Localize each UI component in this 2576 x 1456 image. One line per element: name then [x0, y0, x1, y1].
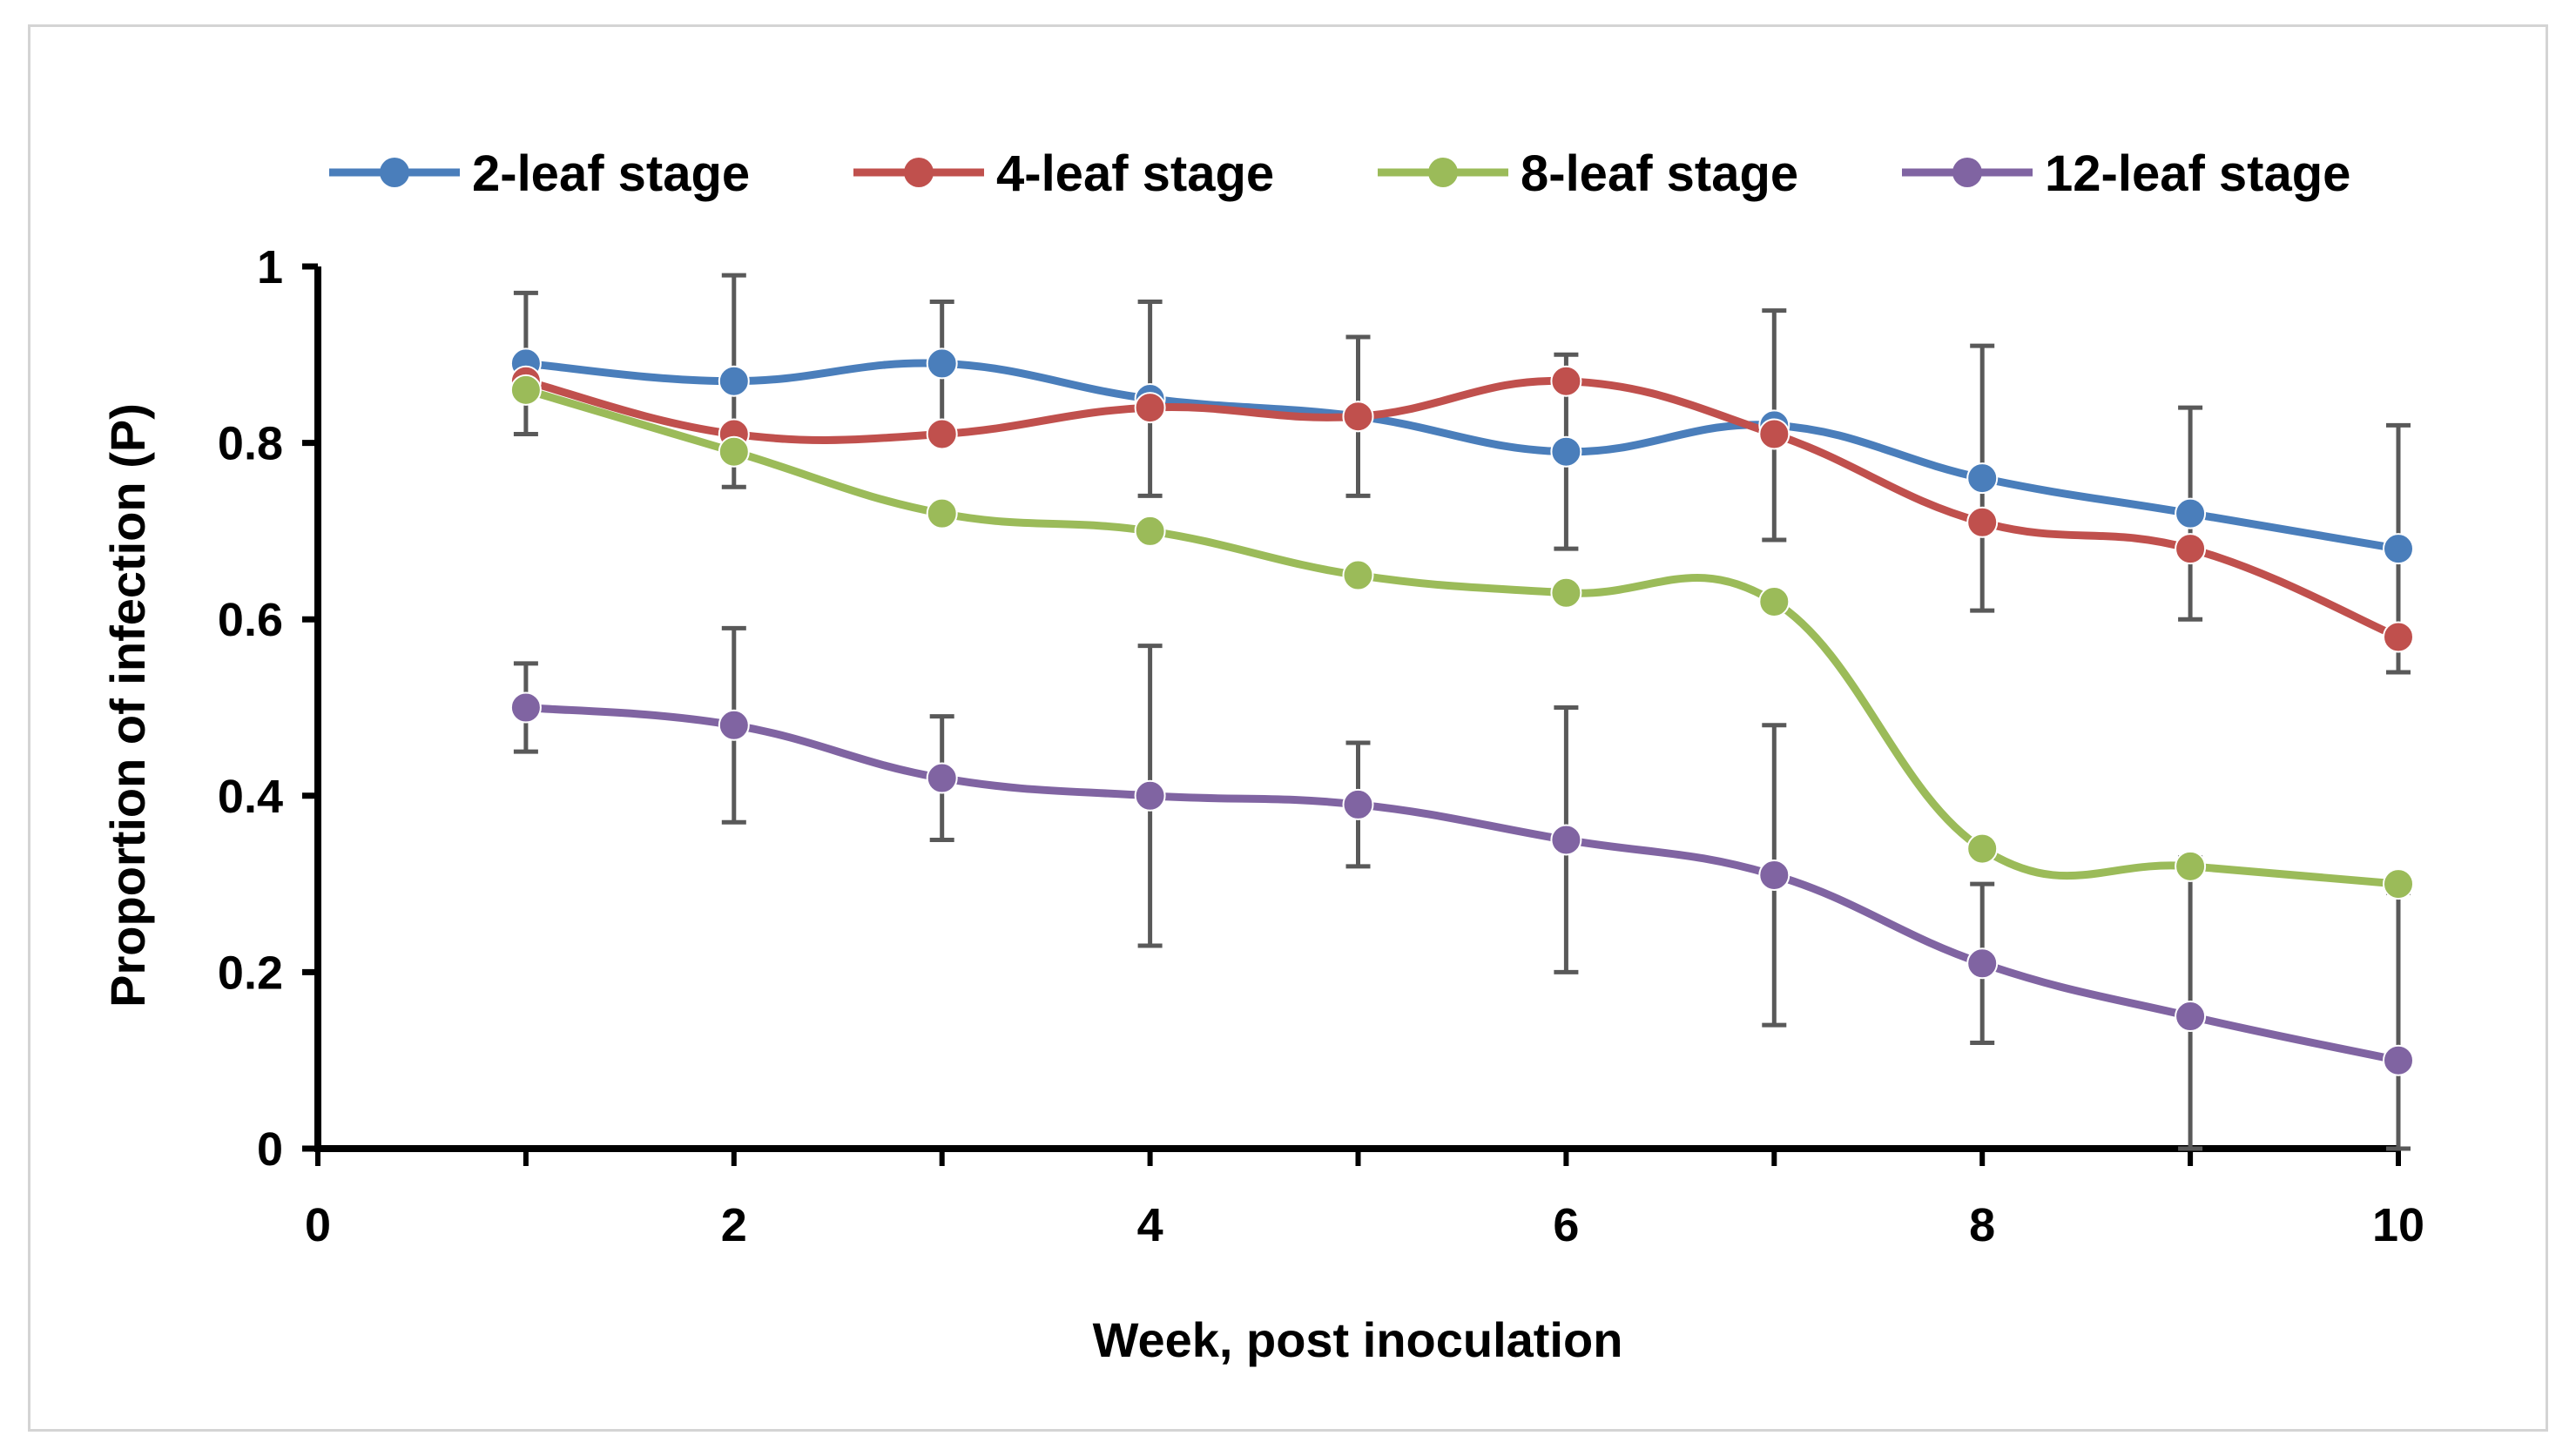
errorbar-layer [513, 273, 2411, 1151]
x-tick-label: 8 [1969, 1199, 1995, 1251]
data-point [1342, 559, 1374, 591]
data-point [926, 497, 958, 529]
y-tick-label: 0.2 [218, 947, 283, 999]
x-tick-label: 0 [305, 1199, 331, 1251]
chart-frame [28, 24, 2548, 1432]
data-point [1550, 824, 1582, 856]
data-point [1758, 418, 1790, 450]
data-point [2175, 533, 2207, 565]
legend: 2-leaf stage 4-leaf stage 8-leaf stage 12-l… [329, 145, 2350, 202]
y-tick-label: 0.6 [218, 594, 283, 646]
series-line-4-leaf-stage [522, 376, 2403, 641]
legend-swatch-marker [904, 158, 934, 187]
data-point [2383, 533, 2414, 565]
data-point [1342, 401, 1374, 433]
line-layer [522, 359, 2403, 1065]
data-point [1966, 947, 1999, 980]
y-tick-label: 0.8 [218, 418, 283, 470]
legend-label: 2-leaf stage [472, 145, 750, 202]
data-point [1550, 435, 1582, 468]
data-point [1550, 576, 1582, 609]
data-point [1758, 585, 1790, 617]
data-point [2383, 868, 2414, 900]
legend-swatch-marker [380, 158, 409, 187]
legend-swatch-marker [1428, 158, 1458, 187]
data-point [2383, 621, 2414, 653]
data-point [509, 691, 542, 724]
data-point [2175, 497, 2207, 529]
data-point [1134, 779, 1166, 812]
x-tick-label: 2 [721, 1199, 747, 1251]
series-line-12-leaf-stage [522, 704, 2403, 1065]
legend-label: 8-leaf stage [1521, 145, 1798, 202]
x-tick-label: 4 [1137, 1199, 1163, 1251]
legend-label: 4-leaf stage [996, 145, 1274, 202]
y-axis-title: Proportion of infection (P) [100, 403, 155, 1008]
series-line-8-leaf-stage [522, 386, 2403, 888]
x-axis-title: Week, post inoculation [1093, 1312, 1623, 1367]
y-tick-label: 0.4 [218, 771, 283, 823]
data-point [2383, 1044, 2414, 1076]
data-point [509, 374, 542, 406]
data-point [1550, 365, 1582, 397]
data-point [926, 762, 958, 794]
point-layer [509, 347, 2414, 1076]
data-point [718, 709, 750, 741]
data-point [718, 365, 750, 397]
data-point [2175, 1001, 2207, 1033]
data-point [718, 435, 750, 468]
legend-label: 12-leaf stage [2045, 145, 2350, 202]
legend-swatch-marker [1952, 158, 1982, 187]
series-line-2-leaf-stage [522, 359, 2403, 553]
x-tick-label: 10 [2372, 1199, 2424, 1251]
data-point [2175, 850, 2207, 882]
data-point [1966, 506, 1999, 538]
data-point [1966, 462, 1999, 495]
data-point [1966, 832, 1999, 865]
y-tick-label: 0 [257, 1123, 283, 1176]
data-point [1134, 392, 1166, 424]
ticks-layer: 00.20.40.60.810 2 4 6 8 10 [218, 241, 2424, 1251]
data-point [926, 347, 958, 380]
data-point [926, 418, 958, 450]
data-point [1758, 859, 1790, 891]
y-tick-label: 1 [257, 241, 283, 293]
data-point [1134, 515, 1166, 547]
data-point [1342, 788, 1374, 820]
x-tick-label: 6 [1553, 1199, 1579, 1251]
